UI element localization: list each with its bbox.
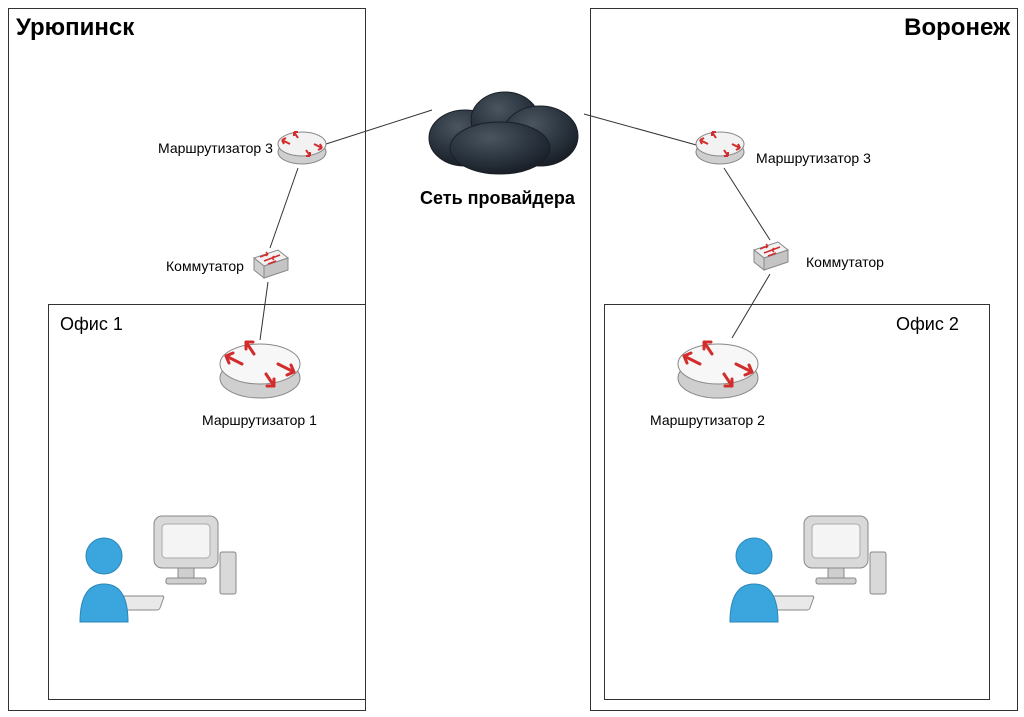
user-pc-right-icon (720, 498, 890, 638)
router3-right-label: Маршрутизатор 3 (756, 150, 871, 166)
office-right-label: Офис 2 (896, 314, 959, 335)
switch-right-label: Коммутатор (806, 254, 884, 270)
router1-label: Маршрутизатор 1 (202, 412, 317, 428)
switch-left-icon (250, 248, 290, 282)
router2-label: Маршрутизатор 2 (650, 412, 765, 428)
site-right-title: Воронеж (904, 14, 1010, 42)
cloud-icon (420, 78, 590, 178)
user-pc-left-icon (70, 498, 240, 638)
router3-right-icon (694, 128, 746, 168)
cloud-label: Сеть провайдера (420, 188, 575, 209)
router3-left-icon (276, 128, 328, 168)
router2-icon (676, 334, 760, 404)
site-left-title: Урюпинск (16, 14, 134, 42)
switch-right-icon (750, 240, 790, 274)
router1-icon (218, 334, 302, 404)
switch-left-label: Коммутатор (166, 258, 244, 274)
office-left-label: Офис 1 (60, 314, 123, 335)
router3-left-label: Маршрутизатор 3 (158, 140, 273, 156)
